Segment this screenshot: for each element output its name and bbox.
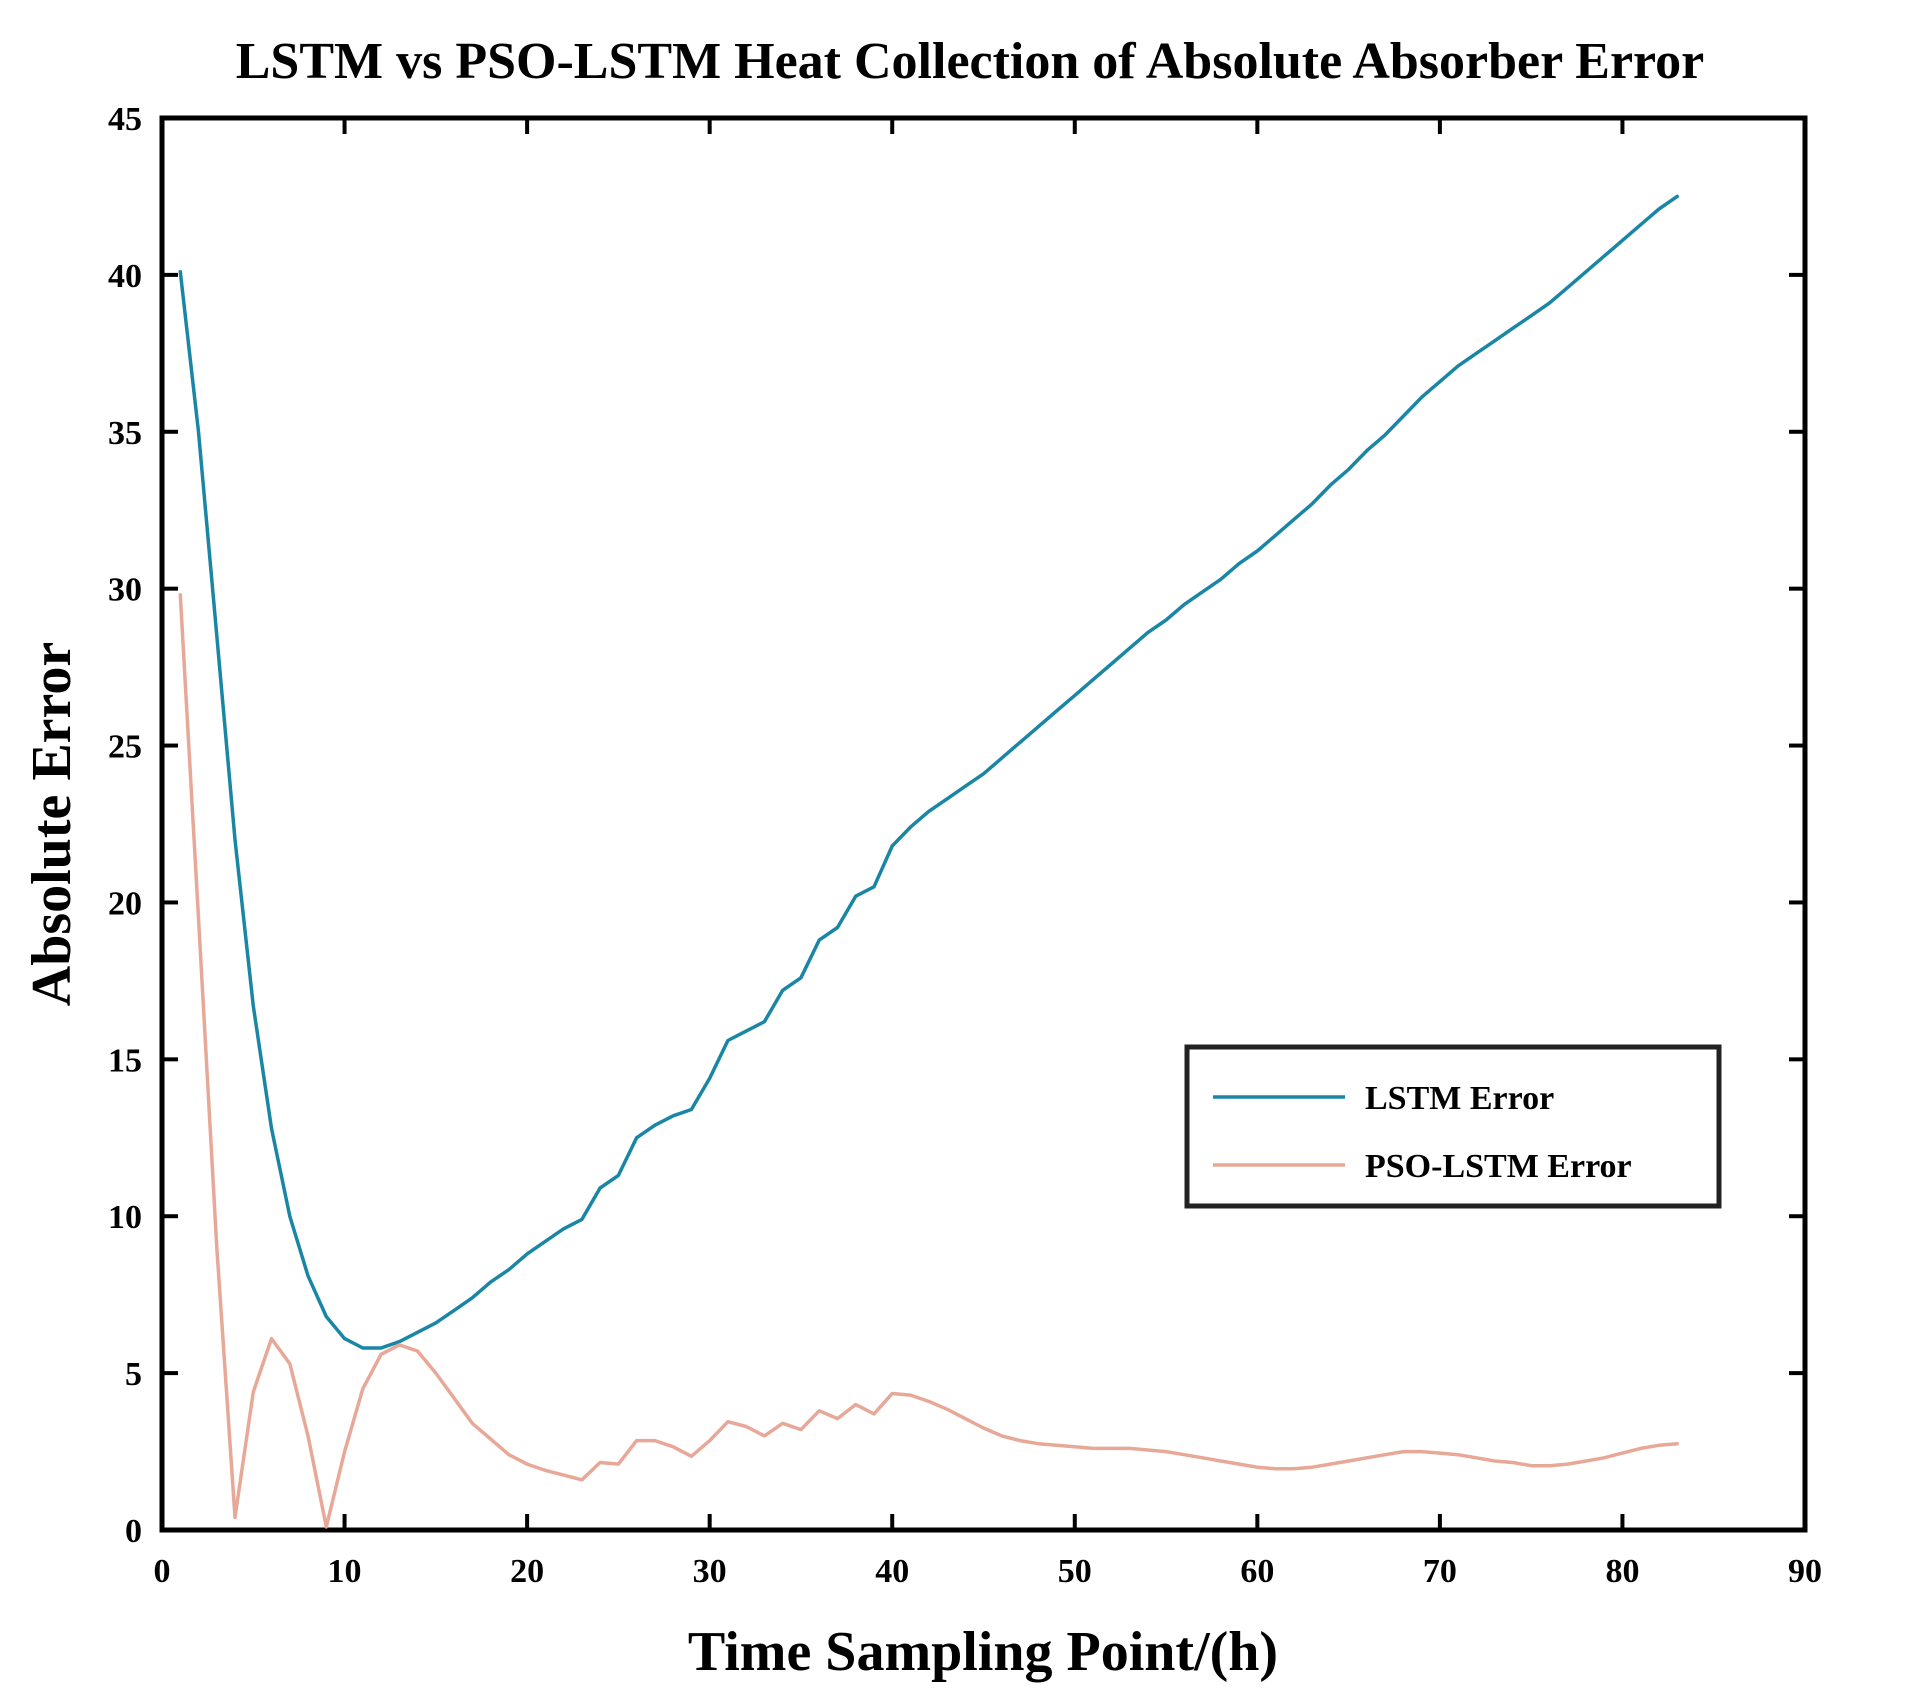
legend: LSTM Error PSO-LSTM Error xyxy=(1184,1044,1722,1209)
legend-label-pso-lstm: PSO-LSTM Error xyxy=(1365,1148,1632,1185)
x-tick-label: 0 xyxy=(154,1553,171,1590)
y-tick-label: 40 xyxy=(108,258,142,295)
series-line-lstm xyxy=(178,194,1679,1350)
series-layer xyxy=(178,194,1679,1529)
x-tick-label: 60 xyxy=(1240,1553,1274,1590)
x-tick-label: 80 xyxy=(1605,1553,1639,1590)
x-tick-label: 70 xyxy=(1423,1553,1457,1590)
y-tick-label: 10 xyxy=(108,1199,142,1236)
y-tick-label: 15 xyxy=(108,1042,142,1079)
legend-label-lstm: LSTM Error xyxy=(1365,1080,1554,1117)
axis-ticks: 0 10 20 30 40 50 60 70 80 90 0 5 10 15 20 25 30 35 40 45 xyxy=(108,101,1822,1590)
plot-area xyxy=(159,115,1808,1533)
y-tick-label: 35 xyxy=(108,415,142,452)
x-axis-label: Time Sampling Point/(h) xyxy=(688,1621,1278,1683)
x-tick-label: 30 xyxy=(693,1553,727,1590)
x-tick-label: 40 xyxy=(875,1553,909,1590)
y-tick-label: 30 xyxy=(108,572,142,609)
x-tick-label: 10 xyxy=(328,1553,362,1590)
legend-box xyxy=(1184,1044,1722,1209)
y-tick-label: 5 xyxy=(125,1356,142,1393)
x-tick-label: 90 xyxy=(1788,1553,1822,1590)
y-tick-label: 0 xyxy=(125,1513,142,1550)
y-tick-label: 45 xyxy=(108,101,142,138)
x-tick-label: 50 xyxy=(1058,1553,1092,1590)
x-tick-label: 20 xyxy=(510,1553,544,1590)
chart-title: LSTM vs PSO-LSTM Heat Collection of Abso… xyxy=(236,33,1705,90)
y-axis-label: Absolute Error xyxy=(21,642,83,1007)
series-line-pso-lstm xyxy=(178,593,1679,1529)
y-tick-label: 25 xyxy=(108,729,142,766)
y-tick-label: 20 xyxy=(108,885,142,922)
